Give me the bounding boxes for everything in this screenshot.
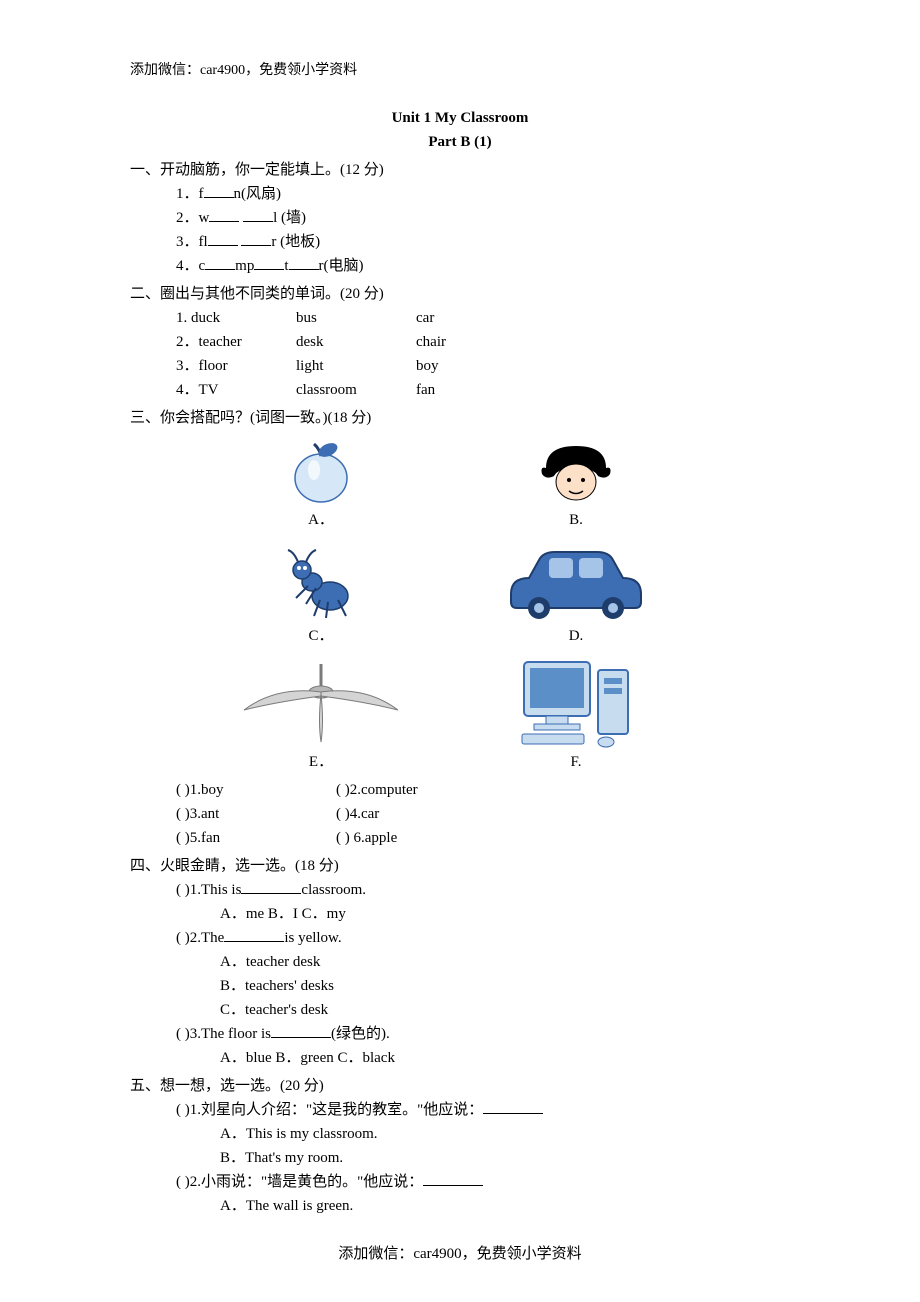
s2-r4c1: 4．TV [176, 378, 296, 402]
caption-b: B. [466, 508, 686, 532]
car-icon [466, 536, 686, 622]
s1-q1-a: 1．f [176, 186, 204, 202]
s2-r4c3: fan [416, 378, 536, 402]
section-3-title: 三、你会搭配吗？(词图一致。)(18 分) [130, 406, 790, 430]
section-4-title: 四、火眼金睛，选一选。(18 分) [130, 854, 790, 878]
s1-q4-d: r(电脑) [319, 258, 364, 274]
title-part: Part B (1) [130, 130, 790, 154]
s3-a3: ( )3.ant [176, 802, 336, 826]
fan-icon [176, 658, 466, 748]
s1-q4: 4．cmptr(电脑) [130, 254, 790, 278]
header-note: 添加微信：car4900，免费领小学资料 [130, 60, 790, 82]
s5-q2-text: ( )2.小雨说："墙是黄色的。"他应说： [176, 1174, 423, 1190]
s3-a6: ( ) 6.apple [336, 826, 397, 850]
s1-q4-a: 4．c [176, 258, 205, 274]
section-5-title: 五、想一想，选一选。(20 分) [130, 1074, 790, 1098]
s5-q2: ( )2.小雨说："墙是黄色的。"他应说： [130, 1170, 790, 1194]
s3-a4: ( )4.car [336, 802, 379, 826]
s1-q1-b: n(风扇) [234, 186, 282, 202]
caption-c: C． [176, 624, 466, 648]
s2-r2c3: chair [416, 330, 536, 354]
caption-f: F. [466, 750, 686, 774]
s1-q1: 1．f n(风扇) [130, 182, 790, 206]
s2-row-4: 4．TV classroom fan [176, 378, 790, 402]
s4-q2-a: ( )2.The [176, 930, 224, 946]
boy-icon [466, 440, 686, 506]
s4-q3-b: (绿色的). [331, 1026, 390, 1042]
s1-q2-b: l (墙) [273, 210, 306, 226]
section-2-title: 二、圈出与其他不同类的单词。(20 分) [130, 282, 790, 306]
caption-d: D. [466, 624, 686, 648]
s4-q2-optB: B．teachers' desks [130, 974, 790, 998]
ant-icon [176, 542, 466, 622]
apple-icon [176, 436, 466, 506]
s4-q2-b: is yellow. [284, 930, 341, 946]
s3-a2: ( )2.computer [336, 778, 418, 802]
s2-r3c1: 3．floor [176, 354, 296, 378]
s4-q3: ( )3.The floor is (绿色的). [130, 1022, 790, 1046]
title-unit: Unit 1 My Classroom [130, 106, 790, 130]
s4-q1-b: classroom. [301, 882, 366, 898]
s1-q3-b: r (地板) [271, 234, 320, 250]
s3-a1: ( )1.boy [176, 778, 336, 802]
s3-a5: ( )5.fan [176, 826, 336, 850]
s4-q1-opts: A．me B．I C．my [130, 902, 790, 926]
s1-q3: 3．fl r (地板) [130, 230, 790, 254]
s1-q2-a: 2．w [176, 210, 209, 226]
caption-e: E． [176, 750, 466, 774]
s2-r3c2: light [296, 354, 416, 378]
s1-q3-a: 3．fl [176, 234, 208, 250]
section-1-title: 一、开动脑筋，你一定能填上。(12 分) [130, 158, 790, 182]
s5-q2-optA: A．The wall is green. [130, 1194, 790, 1218]
s4-q2-optA: A．teacher desk [130, 950, 790, 974]
s2-row-3: 3．floor light boy [176, 354, 790, 378]
s4-q1-a: ( )1.This is [176, 882, 241, 898]
s5-q1-optA: A．This is my classroom. [130, 1122, 790, 1146]
s2-row-2: 2．teacher desk chair [176, 330, 790, 354]
s2-r1c1: 1. duck [176, 306, 296, 330]
s2-r2c1: 2．teacher [176, 330, 296, 354]
s4-q2: ( )2.The is yellow. [130, 926, 790, 950]
s2-r4c2: classroom [296, 378, 416, 402]
s5-q1-optB: B．That's my room. [130, 1146, 790, 1170]
s2-row-1: 1. duck bus car [176, 306, 790, 330]
s4-q1: ( )1.This is classroom. [130, 878, 790, 902]
s4-q3-a: ( )3.The floor is [176, 1026, 271, 1042]
s1-q4-b: mp [235, 258, 254, 274]
s5-q1: ( )1.刘星向人介绍："这是我的教室。"他应说： [130, 1098, 790, 1122]
caption-a: A． [176, 508, 466, 532]
s1-q2: 2．w l (墙) [130, 206, 790, 230]
s4-q3-opts: A．blue B．green C．black [130, 1046, 790, 1070]
s2-r1c2: bus [296, 306, 416, 330]
s4-q2-optC: C．teacher's desk [130, 998, 790, 1022]
computer-icon [466, 652, 686, 748]
s2-r3c3: boy [416, 354, 536, 378]
s2-r2c2: desk [296, 330, 416, 354]
s5-q1-text: ( )1.刘星向人介绍："这是我的教室。"他应说： [176, 1102, 483, 1118]
s2-r1c3: car [416, 306, 536, 330]
footer-note: 添加微信：car4900，免费领小学资料 [130, 1242, 790, 1266]
